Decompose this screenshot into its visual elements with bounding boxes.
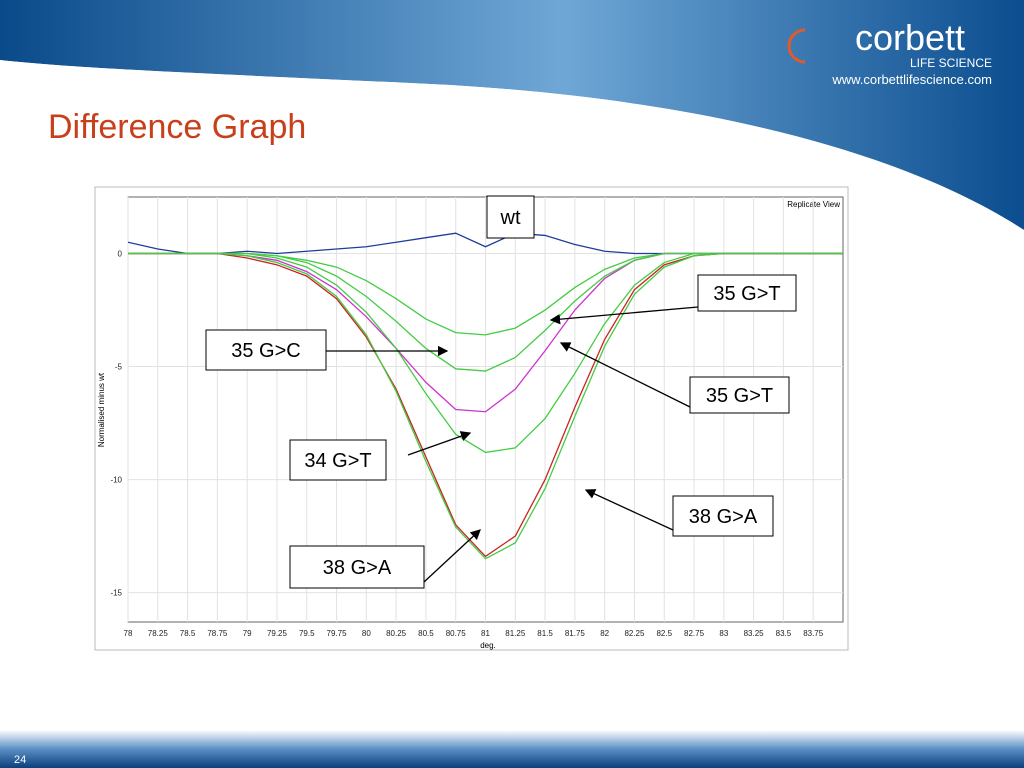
x-tick-label: 82.5 — [656, 629, 672, 638]
footer-band — [0, 730, 1024, 768]
page-number: 24 — [14, 754, 26, 766]
annotation-label: 34 G>T — [304, 450, 371, 472]
slide-title: Difference Graph — [48, 108, 306, 146]
x-tick-label: 82.75 — [684, 629, 705, 638]
x-tick-label: 79 — [243, 629, 252, 638]
x-tick-label: 78.5 — [180, 629, 196, 638]
series-line — [128, 252, 843, 560]
annotation-box — [205, 329, 327, 371]
annotation-box — [289, 439, 387, 481]
x-tick-label: 80.75 — [446, 629, 467, 638]
x-tick-label: 78.25 — [148, 629, 169, 638]
x-tick-label: 83.5 — [776, 629, 792, 638]
y-tick-label: -5 — [115, 363, 123, 372]
x-tick-label: 82.25 — [624, 629, 645, 638]
logo-tagline: LIFE SCIENCE — [910, 56, 992, 70]
view-label: Replicate View — [787, 200, 840, 209]
annotation-label: 35 G>T — [713, 283, 780, 305]
x-tick-label: 80 — [362, 629, 371, 638]
x-tick-label: 81 — [481, 629, 490, 638]
annotation-box — [689, 376, 790, 414]
y-tick-label: 0 — [118, 250, 123, 259]
x-tick-label: 78.75 — [207, 629, 228, 638]
annotation-arrow — [559, 342, 691, 408]
x-tick-label: 79.75 — [327, 629, 348, 638]
x-tick-label: 82 — [600, 629, 609, 638]
x-tick-label: 79.5 — [299, 629, 315, 638]
annotation-box — [697, 274, 797, 312]
annotation-arrow — [549, 306, 699, 325]
annotation-label: 38 G>A — [689, 506, 758, 528]
x-tick-label: 83.75 — [803, 629, 824, 638]
logo-url: www.corbettlifescience.com — [831, 72, 992, 87]
x-tick-label: 81.25 — [505, 629, 526, 638]
x-tick-label: 80.25 — [386, 629, 407, 638]
annotation-label: 38 G>A — [323, 557, 392, 579]
x-tick-label: 81.5 — [537, 629, 553, 638]
x-axis-title: deg. — [480, 641, 496, 650]
x-tick-label: 80.5 — [418, 629, 434, 638]
logo-name: corbett — [855, 17, 965, 58]
annotation-box — [289, 545, 425, 589]
annotation-arrow — [584, 489, 674, 531]
annotation-arrow — [423, 529, 481, 583]
x-tick-label: 83 — [719, 629, 728, 638]
header-highlight — [0, 60, 1024, 245]
x-tick-label: 81.75 — [565, 629, 586, 638]
y-tick-label: -10 — [110, 476, 122, 485]
annotation-label: 35 G>C — [231, 340, 300, 362]
x-tick-label: 78 — [124, 629, 133, 638]
y-tick-label: -15 — [110, 589, 122, 598]
header-swoosh — [0, 0, 1024, 230]
y-axis-title: Normalised minus wt — [97, 372, 106, 447]
annotation-label: wt — [500, 207, 521, 229]
annotation-box — [672, 495, 774, 537]
annotation-label: 35 G>T — [706, 385, 773, 407]
annotation-box — [486, 195, 535, 239]
x-tick-label: 83.25 — [744, 629, 765, 638]
logo-mark — [787, 28, 806, 64]
annotation-arrow — [407, 431, 472, 456]
x-tick-label: 79.25 — [267, 629, 288, 638]
